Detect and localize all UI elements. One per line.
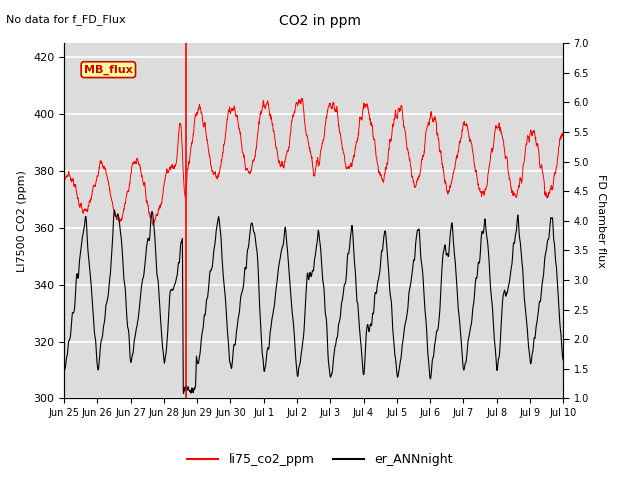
Legend: li75_co2_ppm, er_ANNnight: li75_co2_ppm, er_ANNnight	[182, 448, 458, 471]
Y-axis label: LI7500 CO2 (ppm): LI7500 CO2 (ppm)	[17, 170, 28, 272]
Text: No data for f_FD_Flux: No data for f_FD_Flux	[6, 14, 126, 25]
Y-axis label: FD Chamber flux: FD Chamber flux	[596, 174, 606, 268]
Text: MB_flux: MB_flux	[84, 64, 132, 75]
Text: CO2 in ppm: CO2 in ppm	[279, 14, 361, 28]
